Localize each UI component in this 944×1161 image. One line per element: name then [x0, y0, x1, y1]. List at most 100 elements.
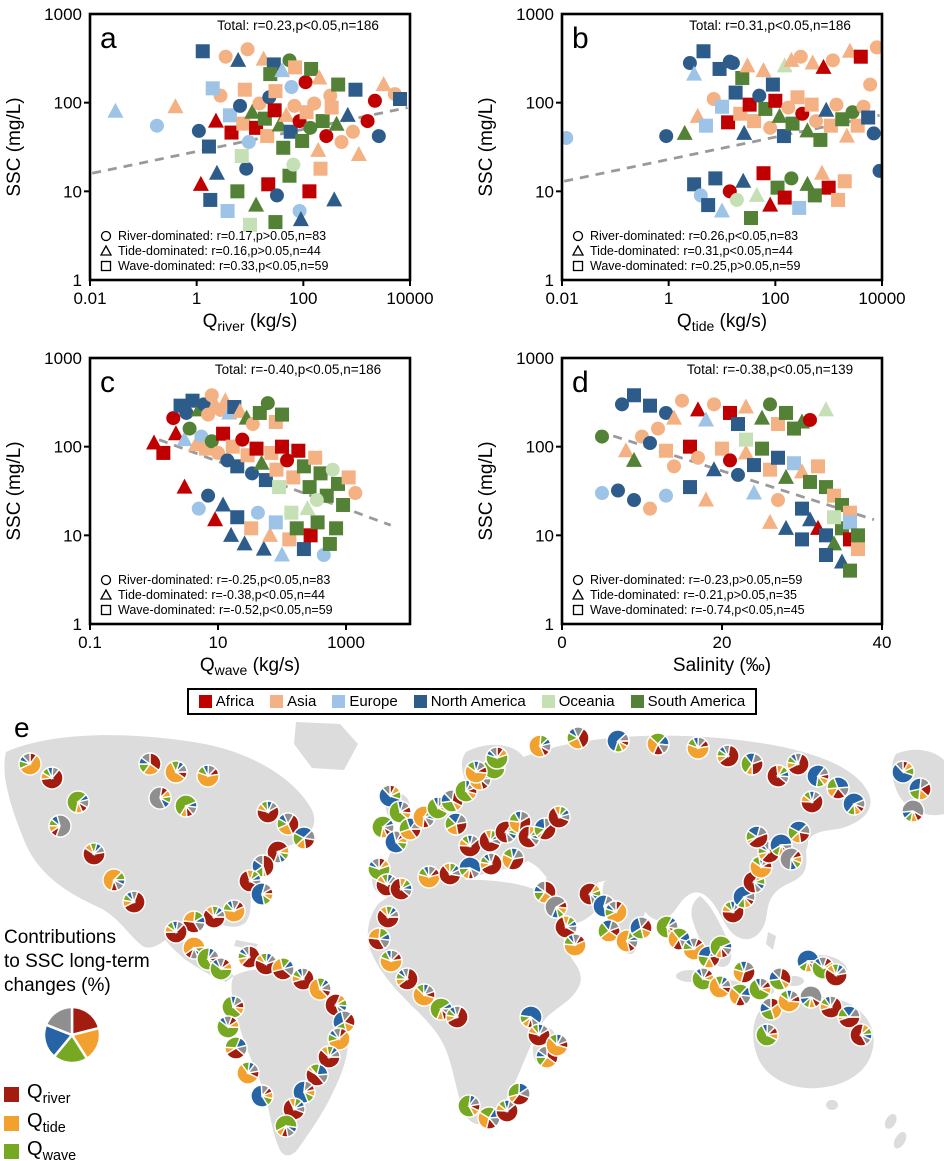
scatter-point: [831, 192, 846, 207]
y-tick-label: 1: [545, 271, 554, 290]
pie-slice: [454, 813, 468, 825]
scatter-point: [723, 405, 737, 420]
pie-slice: [544, 895, 567, 918]
scatter-point: [280, 453, 295, 468]
pie-slice: [779, 847, 800, 871]
pie-slice: [800, 793, 824, 814]
y-tick-label: 1000: [516, 5, 554, 24]
scatter-point: [166, 411, 181, 426]
map-pie: [464, 760, 488, 784]
scatter-point: [735, 70, 750, 85]
y-tick-label: 100: [54, 438, 82, 457]
scatter-point: [819, 548, 833, 563]
scatter-point: [146, 434, 162, 450]
scatter-point: [326, 191, 343, 207]
scatter-point: [783, 51, 800, 67]
scatter-point: [287, 98, 302, 113]
pie-slice: [315, 1073, 329, 1085]
landmass: [231, 969, 349, 1156]
continent-swatch: [630, 695, 644, 708]
scatter-point: [220, 204, 235, 219]
pie-slice: [174, 794, 198, 817]
map-legend-item: Qtide: [4, 1109, 214, 1138]
pie-slice: [196, 771, 220, 788]
scatter-point: [195, 44, 210, 59]
map-pie: [221, 995, 245, 1019]
scatter-point: [845, 105, 860, 120]
scatter-point: [827, 510, 841, 525]
pie-slice: [202, 908, 226, 929]
map-pie: [554, 915, 578, 939]
continent-swatch: [332, 695, 346, 708]
scatter-point: [292, 211, 309, 227]
continent-label: North America: [430, 693, 526, 710]
scatter-point: [230, 510, 245, 525]
scatter-point: [787, 456, 801, 471]
scatter-point: [248, 196, 265, 212]
scatter-point: [268, 215, 283, 230]
scatter-point: [302, 184, 317, 199]
pie-slice: [206, 949, 220, 960]
map-pie: [728, 983, 752, 1007]
map-legend-swatch: [4, 1115, 19, 1131]
scatter-point: [286, 157, 301, 172]
pie-slice: [572, 726, 585, 740]
landmass: [294, 722, 358, 770]
scatter-point: [777, 190, 792, 205]
scatter-point: [869, 40, 882, 55]
map-pie: [606, 729, 630, 753]
scatter-point: [324, 100, 339, 115]
scatter-point: [755, 441, 769, 456]
scatter-point: [350, 146, 367, 162]
scatter-point: [286, 470, 301, 485]
scatter-point: [319, 129, 334, 144]
scatter-point: [706, 461, 722, 477]
scatter-point: [336, 497, 351, 512]
y-tick-label: 100: [526, 94, 554, 113]
pie-slice: [377, 938, 391, 950]
pie-slice: [775, 775, 790, 785]
scatter-point: [207, 112, 224, 128]
scatter-point: [771, 493, 785, 508]
scatter-point: [249, 441, 264, 456]
map-pie: [755, 1023, 779, 1047]
scatter-point: [696, 44, 711, 59]
x-tick-label: 1: [664, 289, 673, 308]
scatter-point: [367, 93, 382, 108]
total-stats-label: Total: r=-0.40,p<0.05,n=186: [215, 362, 381, 377]
pie-slice: [230, 899, 241, 913]
pie-slice: [216, 1019, 240, 1039]
scatter-point: [838, 127, 855, 143]
pie-slice: [527, 835, 541, 847]
pie-slice: [302, 829, 316, 841]
legend-square-glyph: [572, 260, 584, 272]
plot-border: [560, 12, 884, 282]
scatter-point: [179, 405, 194, 420]
map-pie: [826, 776, 850, 800]
pie-slice: [797, 823, 811, 835]
pie-slice: [719, 946, 733, 957]
scatter-point: [803, 474, 817, 489]
scatter-point: [763, 397, 777, 412]
map-pie: [222, 899, 246, 923]
map-pie: [457, 1094, 481, 1118]
scatter-point: [194, 429, 209, 444]
scatter-point: [687, 177, 702, 192]
pie-slice: [761, 997, 772, 1011]
scatter-point: [304, 61, 319, 76]
scatter-point: [851, 528, 865, 543]
map-pie: [891, 760, 915, 784]
plot-border: [88, 356, 412, 626]
pie-slice: [637, 916, 650, 930]
pie-slice: [246, 1063, 260, 1074]
continent-legend-item: North America: [413, 693, 526, 710]
scatter-point: [698, 118, 713, 133]
map-pie: [367, 927, 391, 951]
pie-slice: [766, 764, 788, 788]
pie-slice: [385, 909, 400, 918]
pie-slice: [538, 742, 552, 753]
map-pie: [533, 817, 557, 841]
pie-slice: [454, 779, 474, 803]
pie-slice: [174, 763, 188, 773]
map-pie: [745, 825, 769, 849]
